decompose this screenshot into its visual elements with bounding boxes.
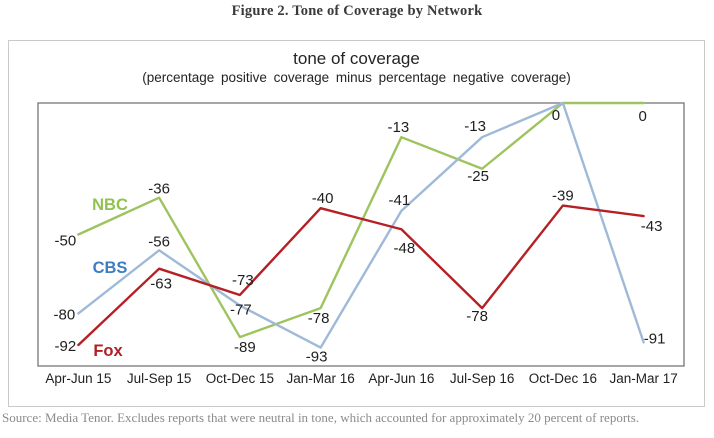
chart-title: tone of coverage	[293, 49, 420, 68]
chart-panel: tone of coverage (percentage positive co…	[8, 40, 705, 407]
source-note: Source: Media Tenor. Excludes reports th…	[2, 410, 640, 425]
chart-subtitle: (percentage positive coverage minus perc…	[142, 70, 571, 85]
figure-title: Figure 2. Tone of Coverage by Network	[231, 3, 483, 19]
